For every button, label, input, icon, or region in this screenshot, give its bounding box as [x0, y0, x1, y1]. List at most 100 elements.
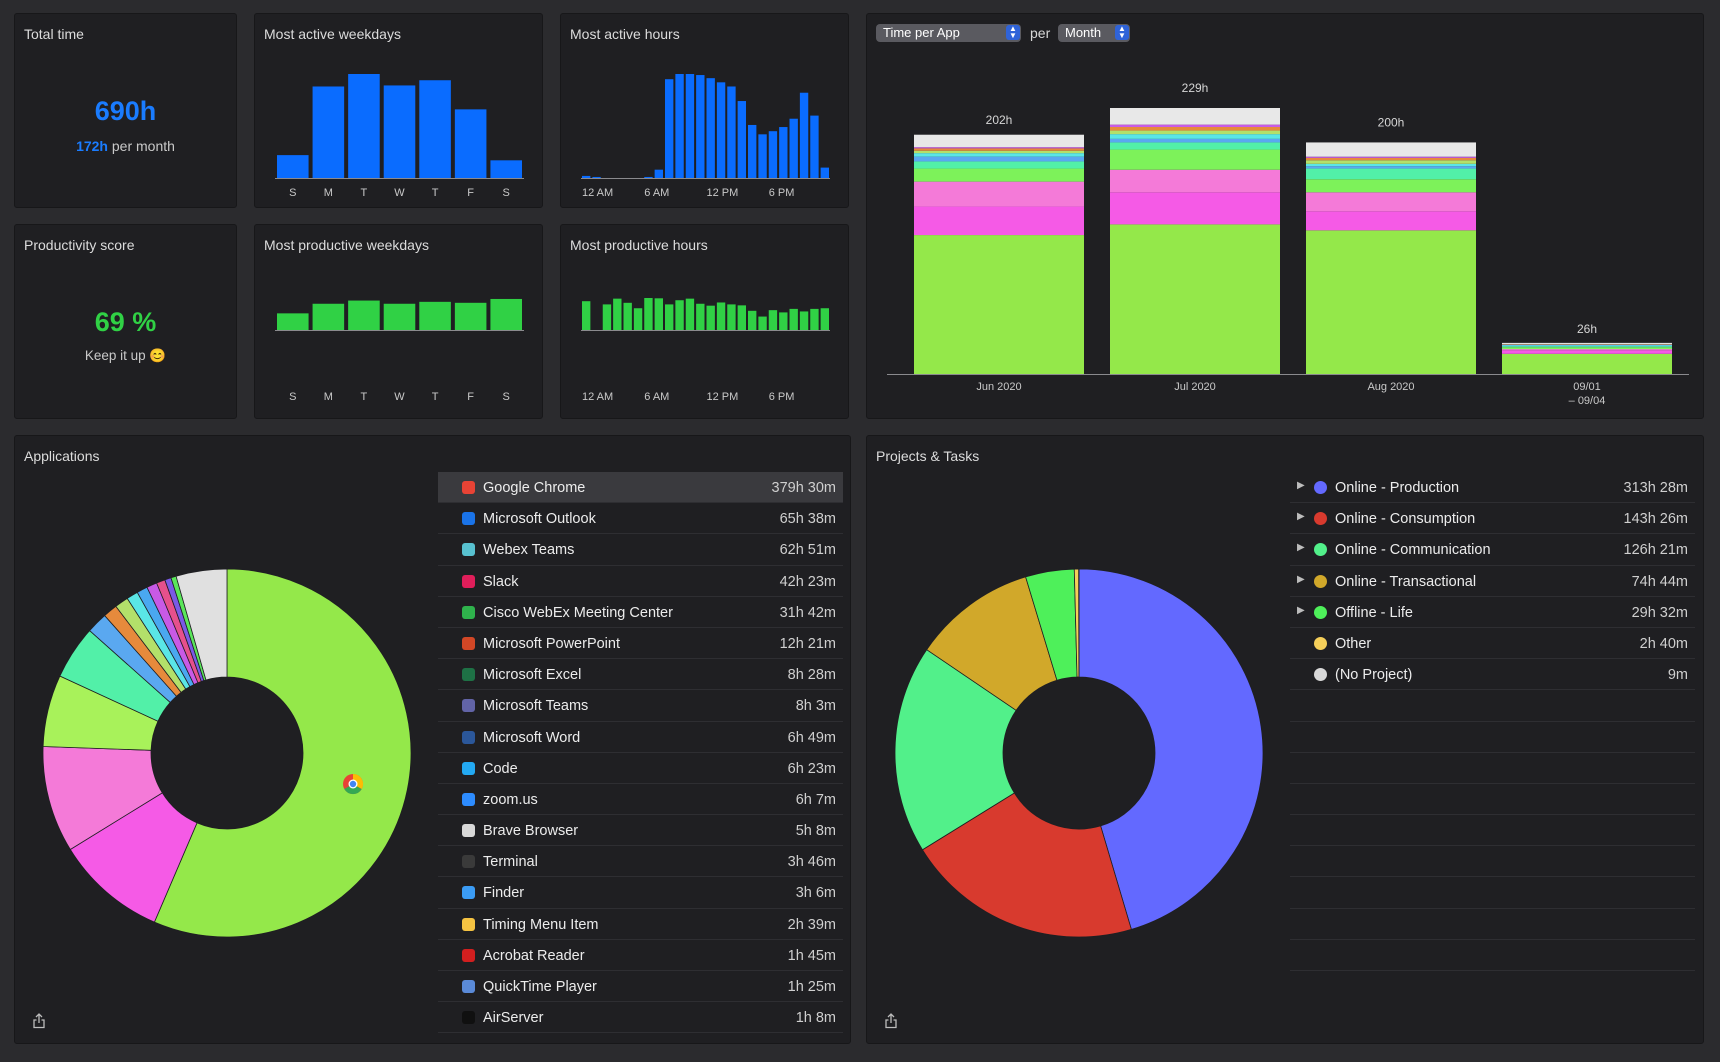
stacked-bar-segment[interactable] [1110, 169, 1280, 193]
disclosure-triangle-icon[interactable]: ▶ [1297, 573, 1305, 585]
app-pie-slice[interactable] [175, 568, 228, 681]
disclosure-triangle-icon[interactable]: ▶ [1297, 480, 1305, 491]
stacked-bar-segment[interactable] [1110, 149, 1280, 170]
stacked-bar-segment[interactable] [914, 156, 1084, 162]
project-duration: 313h 28m [1623, 480, 1689, 496]
stacked-bar-segment[interactable] [1502, 346, 1672, 348]
stacked-bar-segment[interactable] [1306, 163, 1476, 167]
share-icon[interactable] [884, 1013, 898, 1029]
disclosure-triangle-icon[interactable]: ▶ [1297, 604, 1305, 616]
project-duration: 143h 26m [1623, 511, 1689, 528]
stacked-bar-segment[interactable] [914, 153, 1084, 157]
productive-hour-bar [799, 311, 809, 330]
disclosure-triangle-icon[interactable]: ▶ [1297, 511, 1305, 523]
app-row[interactable]: Microsoft PowerPoint 12h 21m [438, 628, 843, 660]
app-row[interactable]: AirServer 1h 8m [438, 1002, 843, 1034]
stacked-bar-segment[interactable] [914, 181, 1084, 207]
project-row[interactable]: (No Project) 9m [1290, 659, 1695, 691]
stacked-bar-segment[interactable] [1306, 230, 1476, 374]
stacked-bar-segment[interactable] [914, 150, 1084, 154]
stacked-bar-segment[interactable] [914, 168, 1084, 182]
applications-donut-chart[interactable] [15, 436, 435, 1045]
stacked-bar-segment[interactable] [1306, 192, 1476, 212]
applications-list: Google Chrome 379h 30m Microsoft Outlook 65… [438, 472, 843, 1034]
productive-hour-bar [810, 308, 819, 330]
project-row[interactable]: ▶ Online - Communication 126h 21m [1290, 534, 1695, 566]
active-weekday-tick-label: T [361, 187, 368, 199]
slack-icon [462, 574, 475, 588]
stacked-bar-segment[interactable] [1502, 347, 1672, 350]
stacked-bar-segment[interactable] [1110, 130, 1280, 135]
stacked-bar-segment[interactable] [1110, 142, 1280, 150]
app-row[interactable]: QuickTime Player 1h 25m [438, 971, 843, 1003]
app-row[interactable]: Terminal 3h 46m [438, 846, 843, 878]
stacked-bar-segment[interactable] [1306, 166, 1476, 169]
app-row[interactable]: zoom.us 6h 7m [438, 784, 843, 816]
stacked-bar-segment[interactable] [1502, 345, 1672, 347]
stacked-bar-segment[interactable] [1110, 108, 1280, 125]
metric-select[interactable]: Time per App ▲ ▼ [876, 24, 1021, 42]
project-row[interactable]: ▶ Online - Transactional 74h 44m [1290, 566, 1695, 597]
project-pie-slice[interactable] [1078, 568, 1264, 930]
stacked-bar-segment[interactable] [1110, 192, 1280, 225]
app-row[interactable]: Microsoft Teams 8h 3m [438, 690, 843, 722]
stacked-bar-segment[interactable] [1110, 124, 1280, 127]
stacked-bar-segment[interactable] [1306, 157, 1476, 161]
active-weekday-bar [277, 155, 309, 178]
stacked-bar-segment[interactable] [914, 235, 1084, 374]
active-weekday-bar [454, 109, 487, 178]
share-icon[interactable] [32, 1013, 46, 1029]
stacked-bar-segment[interactable] [914, 161, 1084, 169]
app-row[interactable]: Microsoft Outlook 65h 38m [438, 503, 843, 535]
empty-row [1290, 909, 1695, 940]
app-row[interactable]: Finder 3h 6m [438, 877, 843, 909]
stacked-bar-segment[interactable] [1306, 156, 1476, 158]
stacked-bar-segment[interactable] [914, 206, 1084, 236]
stacked-bar-segment[interactable] [914, 147, 1084, 149]
app-row[interactable]: Microsoft Excel 8h 28m [438, 659, 843, 691]
stacked-bar-segment[interactable] [1306, 211, 1476, 231]
productivity-score: 69 % [94, 307, 157, 337]
period-select[interactable]: Month ▲ ▼ [1058, 24, 1130, 42]
productive-hour-bar [633, 308, 643, 330]
app-duration: 1h 8m [795, 1010, 836, 1027]
stacked-bar-segment[interactable] [1502, 342, 1672, 344]
project-row[interactable]: ▶ Online - Consumption 143h 26m [1290, 503, 1695, 535]
app-row[interactable]: Brave Browser 5h 8m [438, 815, 843, 847]
app-row[interactable]: Acrobat Reader 1h 45m [438, 940, 843, 971]
app-row[interactable]: Google Chrome 379h 30m [438, 472, 843, 504]
productive-hour-bar [665, 304, 674, 330]
stacked-bar-segment[interactable] [1110, 224, 1280, 374]
app-row[interactable]: Slack 42h 23m [438, 566, 843, 597]
project-row[interactable]: Other 2h 40m [1290, 628, 1695, 660]
project-pie-slice[interactable] [894, 649, 1017, 851]
stacked-bar-segment[interactable] [1502, 349, 1672, 351]
project-row[interactable]: ▶ Online - Production 313h 28m [1290, 472, 1695, 504]
app-pie-slice[interactable] [153, 568, 412, 938]
stacked-bar-segment[interactable] [1502, 350, 1672, 354]
projects-donut-chart[interactable] [867, 436, 1287, 1045]
active-hour-bar [654, 169, 663, 178]
stacked-bar-segment[interactable] [1306, 142, 1476, 157]
stacked-bar-segment[interactable] [914, 134, 1084, 148]
stacked-bar-segment[interactable] [1110, 127, 1280, 131]
disclosure-triangle-icon[interactable]: ▶ [1297, 542, 1305, 554]
x-tick-label: Jul 2020 [1174, 381, 1216, 393]
stacked-bar-segment[interactable] [1110, 138, 1280, 143]
stacked-bar-segment[interactable] [1110, 134, 1280, 139]
project-name: Online - Consumption [1335, 511, 1476, 528]
stacked-bar-segment[interactable] [1502, 353, 1672, 374]
stacked-bar-segment[interactable] [1306, 179, 1476, 193]
stacked-bar-segment[interactable] [1306, 160, 1476, 164]
app-name: Finder [483, 885, 525, 902]
stacked-bar-segment[interactable] [1306, 168, 1476, 180]
app-row[interactable]: Code 6h 23m [438, 753, 843, 784]
app-row[interactable]: Timing Menu Item 2h 39m [438, 909, 843, 940]
stacked-bar-segment[interactable] [1502, 344, 1672, 346]
app-row[interactable]: Microsoft Word 6h 49m [438, 722, 843, 753]
app-row[interactable]: Webex Teams 62h 51m [438, 534, 843, 566]
stacked-bar-segment[interactable] [914, 148, 1084, 151]
project-row[interactable]: ▶ Offline - Life 29h 32m [1290, 597, 1695, 628]
app-row[interactable]: Cisco WebEx Meeting Center 31h 42m [438, 597, 843, 628]
project-pie-slice[interactable] [921, 792, 1132, 938]
